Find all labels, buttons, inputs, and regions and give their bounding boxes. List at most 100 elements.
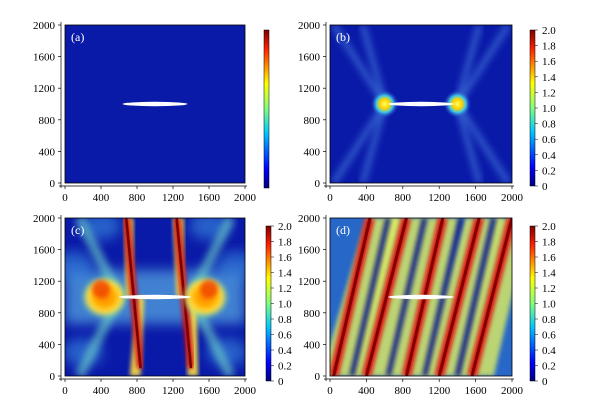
colorbar-tick-label: 2.0 [278,221,292,233]
x-tick-label: 1200 [162,192,185,204]
colorbar-tick-label: 1.2 [542,87,556,99]
colorbar-tick-label: 1.8 [278,237,292,249]
colorbar-tick-label: 1.6 [278,252,292,264]
colorbar-tick-label: 0.4 [542,345,556,357]
colorbar-tick-label: 0.8 [542,314,556,326]
panel-label: (b) [336,30,350,44]
y-tick-label: 1200 [298,83,321,95]
plot-frame [329,24,513,184]
panel-c: 0 400 800 1200 1600 2000 0 400 800 1200 1600 2000 (c… [33,213,292,397]
colorbar-tick-label: 1.0 [542,103,556,115]
x-tick-label: 2000 [234,192,257,204]
colorbar-tick-label: 1.6 [542,56,556,68]
colorbar-tick-label: 1.8 [542,41,556,53]
x-tick-label: 2000 [501,385,524,397]
y-tick-label: 400 [39,146,56,158]
colorbar-tick-label: 0 [542,376,548,388]
damage-band [470,218,512,376]
x-tick-label: 400 [93,192,110,204]
x-tick-label: 400 [358,192,375,204]
crack [119,294,191,300]
y-tick-label: 1200 [33,83,56,95]
x-tick-label: 800 [395,385,412,397]
x-tick-label: 1200 [428,192,451,204]
x-tick-label: 0 [62,192,68,204]
x-tick-label: 0 [327,192,333,204]
x-tick-label: 400 [358,385,375,397]
plot-frame [64,217,246,377]
panel-label: (a) [71,30,84,44]
damage-band [437,218,481,376]
x-tick-label: 800 [129,192,146,204]
y-tick-label: 400 [304,146,321,158]
x-tick-label: 400 [93,385,110,397]
colorbar-tick-label: 1.0 [278,299,292,311]
panel-a: 0 400 800 1200 1600 2000 0 400 800 1200 1600 2000 (a… [33,20,270,204]
y-tick-label: 800 [304,115,321,127]
colorbar [529,29,536,187]
x-tick-label: 1600 [465,385,488,397]
colorbar-tick-label: 1.2 [278,283,292,295]
crack [388,101,454,107]
colorbar-tick-label: 1.4 [542,268,556,280]
crack-tip-hotspot [443,90,472,118]
crack [122,101,188,107]
x-tick-label: 1200 [428,385,451,397]
damage-band [216,251,245,280]
panel-d: 0 400 800 1200 1600 2000 0 400 800 1200 1600 2000 (d… [298,213,556,397]
y-tick-label: 800 [304,308,321,320]
x-tick-label: 800 [129,385,146,397]
y-tick-label: 2000 [33,213,56,225]
colorbar-tick-label: 0.2 [278,361,292,373]
x-tick-label: 0 [62,385,68,397]
colorbar-tick-label: 1.8 [542,237,556,249]
y-tick-label: 1600 [33,52,56,64]
damage-band [331,102,388,183]
colorbar-tick-label: 0.8 [542,119,556,131]
damage-band [348,218,392,376]
colorbar-tick-label: 2.0 [542,25,556,37]
y-tick-label: 0 [50,371,56,383]
panel-label: (d) [336,223,350,237]
x-tick-label: 800 [395,192,412,204]
y-tick-label: 0 [50,178,56,190]
colorbar-tick-label: 1.6 [542,252,556,264]
y-tick-label: 400 [39,339,56,351]
damage-band [364,218,408,376]
x-tick-label: 1200 [162,385,185,397]
crack-tip-hotspot [92,280,110,298]
colorbar-tick-label: 2.0 [542,221,556,233]
crack-tip-hotspot [200,280,218,298]
y-tick-label: 2000 [298,20,321,32]
x-tick-label: 1600 [198,192,221,204]
damage-band [65,251,94,280]
y-tick-label: 1200 [298,276,321,288]
colorbar-tick-label: 1.2 [542,283,556,295]
y-tick-label: 1200 [33,276,56,288]
x-tick-label: 0 [327,385,333,397]
damage-band [124,218,142,369]
heatmap-field [65,25,245,183]
plot-frame [64,24,246,184]
x-tick-label: 1600 [198,385,221,397]
y-tick-label: 1600 [298,52,321,64]
damage-band [332,218,372,376]
x-tick-label: 2000 [501,192,524,204]
panel-b: 0 400 800 1200 1600 2000 0 400 800 1200 1600 2000 (b… [298,20,556,204]
colorbar [263,29,270,189]
x-tick-label: 2000 [234,385,257,397]
colorbar-tick-label: 0.2 [542,165,556,177]
y-tick-label: 400 [304,339,321,351]
colorbar-tick-label: 0.6 [542,134,556,146]
y-tick-label: 2000 [298,213,321,225]
colorbar-tick-label: 0.4 [278,345,292,357]
colorbar [265,225,272,382]
colorbar-tick-label: 0.6 [278,330,292,342]
y-tick-label: 800 [39,308,56,320]
y-tick-label: 800 [39,115,56,127]
colorbar-tick-label: 0.4 [542,150,556,162]
heatmap-field [65,218,245,376]
damage-band [331,25,388,106]
colorbar-tick-label: 0 [278,376,284,388]
